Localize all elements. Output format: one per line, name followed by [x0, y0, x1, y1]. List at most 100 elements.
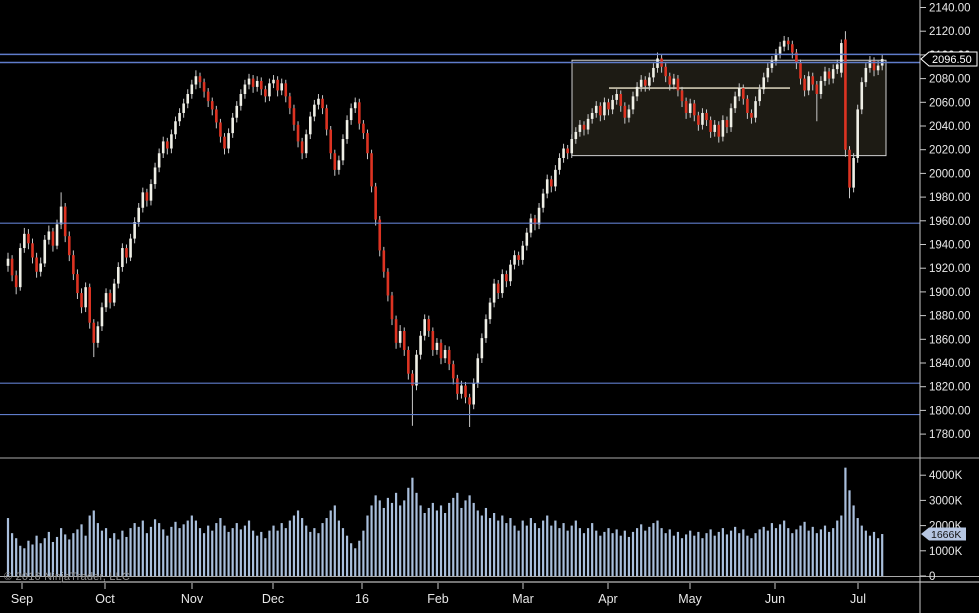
volume-bar [443, 513, 447, 576]
candle-down [72, 255, 75, 275]
volume-bar [836, 520, 839, 576]
volume-bar [615, 529, 618, 576]
volume-bar [223, 525, 226, 576]
time-tick-label: Nov [181, 592, 204, 606]
price-tick-label: 2020.00 [929, 145, 971, 157]
volume-tick-label: 1000K [929, 546, 963, 558]
volume-bar [484, 507, 488, 576]
volume-bar [345, 535, 349, 576]
volume-bar [407, 487, 410, 576]
volume-bar [198, 528, 202, 576]
time-tick-label: Apr [598, 592, 617, 606]
volume-bar [23, 548, 26, 576]
volume-bar [456, 492, 459, 576]
candle-up [737, 88, 741, 97]
volume-bar [158, 523, 161, 576]
candle-down [27, 233, 30, 244]
candle-down [370, 153, 373, 187]
volume-bar [668, 529, 671, 576]
volume-bar [537, 528, 541, 576]
candle-down [288, 96, 292, 109]
candle-down [125, 248, 128, 258]
volume-bar [582, 533, 586, 576]
volume-bar [137, 526, 140, 576]
volume-bar [10, 533, 14, 576]
volume-bar [640, 524, 643, 576]
candle-down [215, 109, 218, 123]
volume-bar [329, 510, 332, 576]
candle-up [104, 293, 108, 308]
candle-up [868, 60, 872, 68]
candle-up [272, 79, 275, 84]
candle-up [141, 192, 145, 208]
candle-down [643, 79, 647, 86]
candle-down [451, 364, 455, 379]
volume-bar [468, 495, 471, 576]
time-tick-label: Mar [512, 592, 534, 606]
volume-bar [92, 510, 95, 576]
candle-down [582, 124, 586, 130]
time-tick-label: Jul [850, 592, 866, 606]
volume-bar [55, 536, 59, 576]
candle-down [447, 349, 451, 365]
volume-bar [117, 539, 120, 576]
candle-up [701, 112, 704, 125]
volume-bar [627, 536, 631, 576]
volume-bar [840, 515, 843, 576]
time-tick-label: Oct [95, 592, 115, 606]
candle-up [6, 258, 10, 266]
volume-bar [362, 530, 365, 576]
volume-bar [162, 529, 165, 576]
volume-bar [452, 497, 455, 576]
price-tick-label: 2120.00 [929, 26, 971, 38]
candle-up [337, 160, 341, 170]
volume-bar [542, 520, 545, 576]
volume-bar [758, 529, 761, 576]
candle-up [43, 239, 47, 264]
candle-up [758, 89, 761, 102]
volume-bar [301, 518, 304, 576]
candle-up [603, 102, 606, 116]
candle-up [112, 283, 116, 303]
volume-bar [578, 528, 581, 576]
volume-bar [31, 544, 34, 576]
candle-up [688, 103, 692, 113]
volume-bar [88, 515, 91, 576]
candle-up [313, 104, 316, 117]
candle-down [358, 102, 361, 124]
volume-bar [415, 492, 418, 576]
candle-up [174, 121, 177, 135]
candle-down [31, 243, 34, 258]
candle-down [88, 287, 91, 323]
candle-up [492, 283, 496, 303]
volume-bar [325, 518, 328, 576]
candle-up [476, 358, 480, 384]
volume-bar [799, 525, 802, 576]
volume-bar [766, 530, 769, 576]
candle-up [47, 231, 51, 240]
candle-down [848, 149, 851, 188]
volume-tick-label: 3000K [929, 495, 963, 507]
candle-up [472, 383, 475, 405]
volume-bar [693, 535, 696, 576]
volume-bar [235, 523, 238, 576]
volume-bar [96, 523, 99, 576]
volume-bar [725, 534, 729, 576]
volume-tick-label: 4000K [929, 470, 963, 482]
candle-up [280, 83, 283, 91]
volume-bar [354, 548, 357, 576]
price-region-highlight[interactable] [571, 59, 887, 157]
last-volume-tag [921, 527, 966, 541]
candle-down [680, 90, 684, 102]
candle-up [652, 67, 655, 78]
candle-down [533, 218, 537, 225]
volume-bar [750, 538, 753, 576]
volume-bar [427, 507, 430, 576]
candle-up [182, 103, 185, 113]
volume-bar [374, 495, 377, 576]
candle-up [423, 319, 426, 336]
candle-up [782, 40, 786, 47]
candle-down [382, 250, 386, 272]
volume-bar [558, 528, 561, 576]
